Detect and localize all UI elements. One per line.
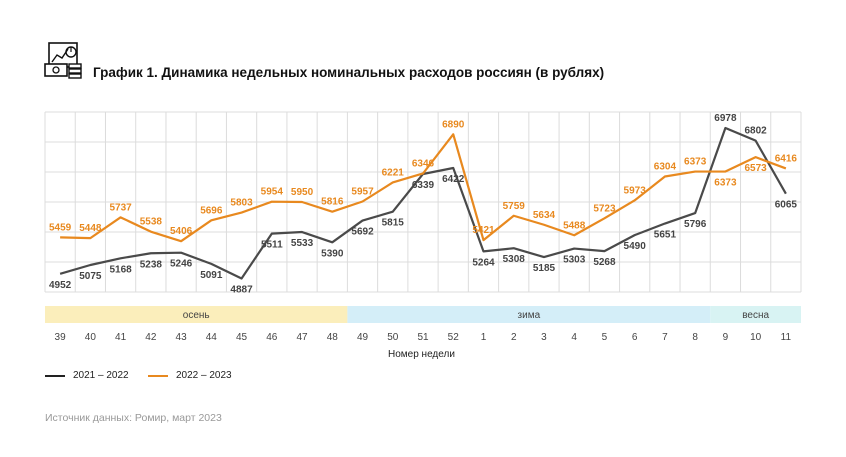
data-label: 5634 [533, 210, 556, 221]
data-label: 5406 [170, 226, 193, 237]
season-band [45, 306, 348, 323]
data-label: 5268 [593, 257, 616, 268]
data-label: 5448 [79, 223, 102, 234]
season-band [347, 306, 711, 323]
data-label: 5490 [624, 241, 647, 252]
x-tick-label: 50 [387, 332, 399, 343]
data-label: 5815 [382, 218, 405, 229]
data-label: 6422 [442, 174, 465, 185]
x-tick-label: 40 [85, 332, 97, 343]
x-tick-label: 49 [357, 332, 369, 343]
data-label: 5957 [351, 186, 374, 197]
data-label: 5723 [593, 203, 616, 214]
data-label: 5264 [472, 257, 495, 268]
x-tick-label: 2 [511, 332, 517, 343]
x-tick-label: 45 [236, 332, 248, 343]
x-tick-label: 3 [541, 332, 547, 343]
data-label: 5796 [684, 219, 707, 230]
data-label: 5696 [200, 205, 223, 216]
x-axis-title: Номер недели [388, 349, 455, 360]
data-label: 6373 [714, 178, 737, 189]
data-label: 6346 [412, 158, 435, 169]
data-label: 5538 [140, 217, 163, 228]
x-tick-label: 1 [481, 332, 487, 343]
data-label: 4952 [49, 280, 72, 291]
data-label: 5459 [49, 222, 72, 233]
legend-swatch-orange [148, 374, 168, 377]
legend-item-2021-2022: 2021 – 2022 [45, 370, 129, 381]
data-label: 6373 [684, 157, 707, 168]
data-label: 6065 [775, 200, 798, 211]
data-label: 5651 [654, 230, 677, 241]
x-tick-label: 48 [327, 332, 339, 343]
legend-label: 2022 – 2023 [176, 370, 232, 381]
data-label: 5075 [79, 271, 102, 282]
x-tick-label: 6 [632, 332, 638, 343]
chart-title: График 1. Динамика недельных номинальных… [93, 65, 605, 80]
data-label: 5185 [533, 263, 556, 274]
source-note: Источник данных: Ромир, март 2023 [45, 412, 222, 424]
x-tick-label: 42 [145, 332, 157, 343]
x-tick-label: 39 [55, 332, 67, 343]
data-label: 5511 [261, 240, 283, 251]
data-label: 4887 [230, 285, 253, 296]
x-tick-label: 47 [296, 332, 308, 343]
data-label: 5168 [109, 264, 132, 275]
data-label: 6304 [654, 162, 677, 173]
data-label: 5421 [472, 225, 495, 236]
data-label: 5488 [563, 220, 586, 231]
data-label: 6890 [442, 119, 465, 130]
legend-swatch-dark [45, 374, 65, 377]
data-label: 5692 [351, 227, 374, 238]
data-label: 5238 [140, 259, 163, 270]
x-tick-label: 4 [571, 332, 577, 343]
data-label: 6573 [745, 163, 768, 174]
x-tick-label: 51 [417, 332, 429, 343]
data-label: 5308 [503, 254, 526, 265]
season-band [710, 306, 801, 323]
x-tick-label: 5 [602, 332, 608, 343]
data-label: 6416 [775, 153, 798, 164]
x-tick-label: 7 [662, 332, 668, 343]
x-tick-label: 10 [750, 332, 762, 343]
data-label: 5390 [321, 248, 344, 259]
x-tick-label: 43 [176, 332, 188, 343]
legend-item-2022-2023: 2022 – 2023 [148, 370, 232, 381]
data-label: 5246 [170, 259, 193, 270]
series-line [60, 133, 787, 243]
season-label: зима [518, 310, 541, 321]
data-label: 5973 [624, 185, 647, 196]
x-tick-label: 8 [692, 332, 698, 343]
x-tick-label: 44 [206, 332, 218, 343]
x-tick-label: 52 [448, 332, 460, 343]
chart-document-icon [44, 42, 82, 79]
season-label: весна [742, 310, 769, 321]
data-label: 5950 [291, 187, 314, 198]
legend-label: 2021 – 2022 [73, 370, 129, 381]
data-label: 6339 [412, 180, 435, 191]
data-label: 5954 [261, 187, 284, 198]
data-label: 5803 [230, 198, 253, 209]
x-tick-label: 11 [781, 332, 792, 343]
data-label: 5303 [563, 255, 586, 266]
x-tick-label: 41 [115, 332, 127, 343]
x-tick-label: 9 [723, 332, 729, 343]
data-label: 6221 [382, 167, 405, 178]
data-label: 5759 [503, 201, 526, 212]
series-line [59, 126, 787, 280]
data-label: 5091 [200, 270, 223, 281]
data-label: 5533 [291, 238, 314, 249]
data-label: 5816 [321, 197, 344, 208]
data-label: 5737 [109, 202, 132, 213]
season-label: осень [183, 310, 210, 321]
x-tick-label: 46 [266, 332, 278, 343]
data-label: 6802 [745, 126, 768, 137]
data-label: 6978 [714, 113, 737, 124]
